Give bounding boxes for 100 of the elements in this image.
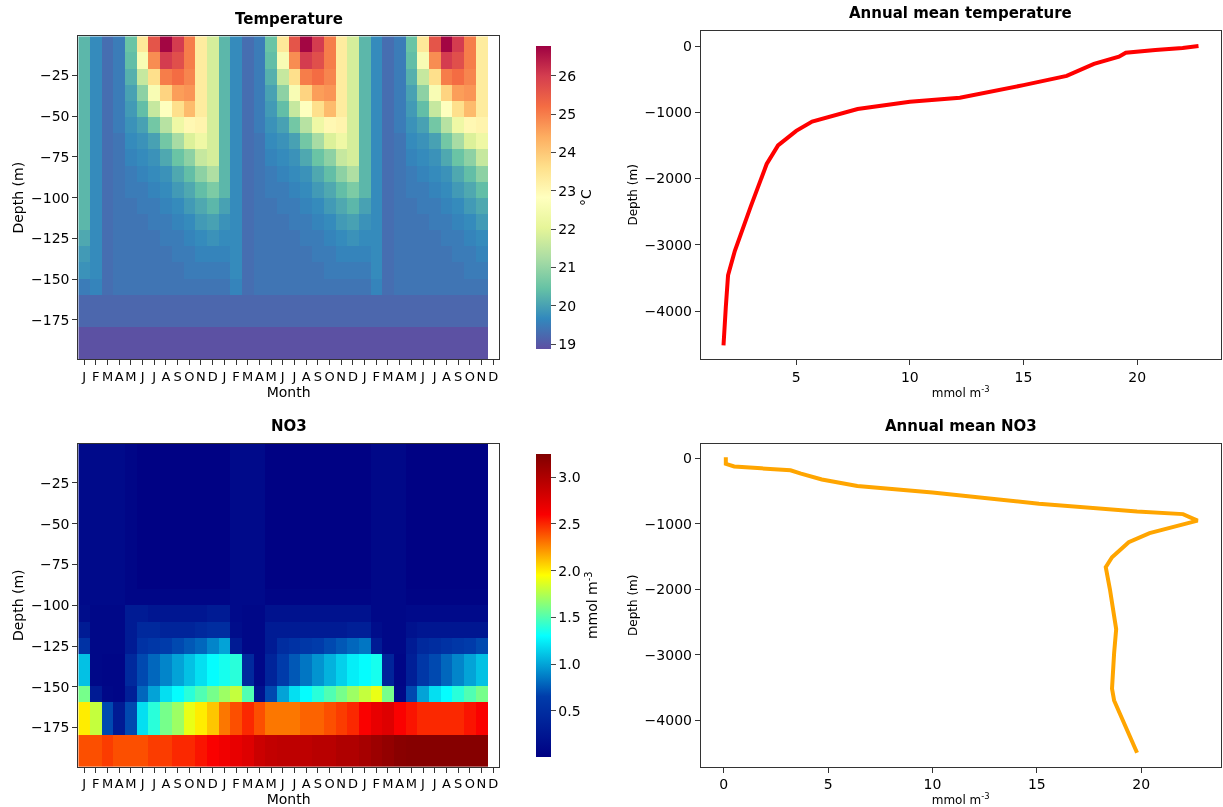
y-tick-label: −25 [39, 67, 70, 84]
x-tick-label: J [279, 776, 285, 792]
x-tick-label: A [114, 776, 124, 792]
x-tick-label: A [301, 368, 311, 384]
x-tick-label: F [232, 368, 240, 384]
x-tick-label: S [453, 776, 463, 792]
x-tick-label: J [139, 368, 145, 384]
y-axis-title: Depth (m) [625, 164, 640, 226]
y-tick-label: 0 [683, 450, 692, 467]
y-tick-label: −1000 [644, 104, 692, 121]
y-tick-label: −100 [31, 189, 70, 206]
y-tick-label: −175 [31, 311, 70, 328]
y-axis-title: Depth (m) [9, 161, 26, 234]
x-axis-title: Month [266, 791, 311, 807]
color-bar-label: 23 [558, 182, 577, 199]
x-tick-label: S [173, 368, 182, 384]
x-tick-label: N [196, 776, 206, 792]
x-tick-label: O [324, 776, 335, 792]
y-tick-label: −75 [39, 148, 70, 165]
y-tick-label: −150 [31, 678, 70, 695]
y-axis-title: Depth (m) [9, 569, 26, 642]
x-tick-label: A [161, 776, 171, 792]
x-tick-label: S [313, 776, 322, 792]
y-tick-label: −2000 [644, 170, 692, 187]
x-tick-label: M [382, 776, 394, 792]
y-tick-label: −50 [39, 108, 70, 125]
x-tick-label: D [488, 776, 499, 792]
color-bar-title: °C [578, 189, 595, 207]
x-tick-label: N [476, 776, 487, 792]
x-tick-label: A [395, 776, 405, 792]
x-tick-label: J [221, 368, 227, 384]
x-tick-label: F [92, 368, 100, 384]
x-tick-label: J [139, 776, 145, 792]
x-tick-label: J [221, 776, 227, 792]
x-tick-label: J [431, 368, 437, 384]
x-tick-label: M [405, 368, 417, 384]
x-tick-label: M [125, 776, 137, 792]
color-bar-label: 2.0 [558, 562, 581, 579]
x-tick-label: J [279, 368, 285, 384]
x-tick-label: J [420, 368, 425, 384]
x-tick-label: M [101, 776, 114, 792]
chart-title: Temperature [235, 10, 343, 28]
x-tick-label: A [161, 368, 171, 384]
x-tick-label: 15 [1014, 368, 1033, 385]
x-tick-label: O [324, 368, 335, 384]
x-tick-label: J [361, 776, 367, 792]
color-bar-label: 1.5 [558, 609, 581, 626]
y-tick-label: −175 [31, 719, 70, 736]
x-tick-label: 5 [791, 368, 801, 385]
y-tick-label: −2000 [644, 581, 692, 598]
x-tick-label: F [92, 776, 100, 792]
y-tick-label: −125 [31, 230, 70, 247]
x-tick-label: J [81, 368, 87, 384]
color-bar-label: 2.5 [558, 515, 581, 532]
x-tick-label: M [242, 368, 254, 384]
y-tick-label: −75 [39, 556, 70, 573]
line-series [721, 44, 1201, 348]
x-tick-label: 10 [900, 368, 919, 385]
y-tick-label: 0 [683, 37, 692, 54]
x-tick-label: 10 [923, 776, 942, 793]
color-bar-label: 20 [558, 297, 577, 314]
x-tick-label: N [196, 368, 206, 384]
chart-title: NO3 [271, 417, 307, 435]
color-bar-label: 1.0 [558, 656, 581, 673]
x-tick-label: A [301, 776, 311, 792]
x-axis-title: Month [266, 384, 311, 401]
x-tick-label: A [395, 368, 405, 384]
x-tick-label: J [420, 776, 425, 792]
x-tick-label: M [101, 368, 114, 384]
x-tick-label: J [151, 776, 157, 792]
x-tick-label: A [254, 776, 264, 792]
x-tick-label: A [254, 368, 264, 384]
x-tick-label: A [114, 368, 124, 384]
x-tick-label: N [336, 776, 347, 792]
x-tick-label: J [431, 776, 437, 792]
x-tick-label: 5 [823, 776, 833, 793]
x-tick-label: J [291, 776, 297, 792]
x-tick-label: 20 [1132, 776, 1151, 793]
x-tick-label: S [173, 776, 182, 792]
y-tick-label: −25 [39, 474, 70, 491]
x-tick-label: N [476, 368, 487, 384]
x-tick-label: S [313, 368, 322, 384]
color-bar-label: 25 [558, 106, 577, 123]
y-tick-label: −4000 [644, 302, 692, 319]
x-tick-label: J [81, 776, 87, 792]
y-tick-label: −3000 [644, 236, 692, 253]
x-tick-label: N [336, 368, 347, 384]
y-tick-label: −100 [31, 597, 70, 614]
x-tick-label: F [232, 776, 240, 792]
line-series [723, 455, 1200, 755]
x-tick-label: M [125, 368, 137, 384]
chart-title: Annual mean temperature [849, 4, 1072, 22]
x-tick-label: O [464, 776, 475, 792]
x-tick-label: O [184, 776, 195, 792]
x-tick-label: F [372, 776, 381, 792]
color-bar-label: 0.5 [558, 702, 581, 719]
y-tick-label: −125 [31, 637, 70, 654]
chart-title: Annual mean NO3 [885, 417, 1037, 435]
x-tick-label: M [265, 776, 277, 792]
color-bar-label: 19 [558, 336, 577, 353]
